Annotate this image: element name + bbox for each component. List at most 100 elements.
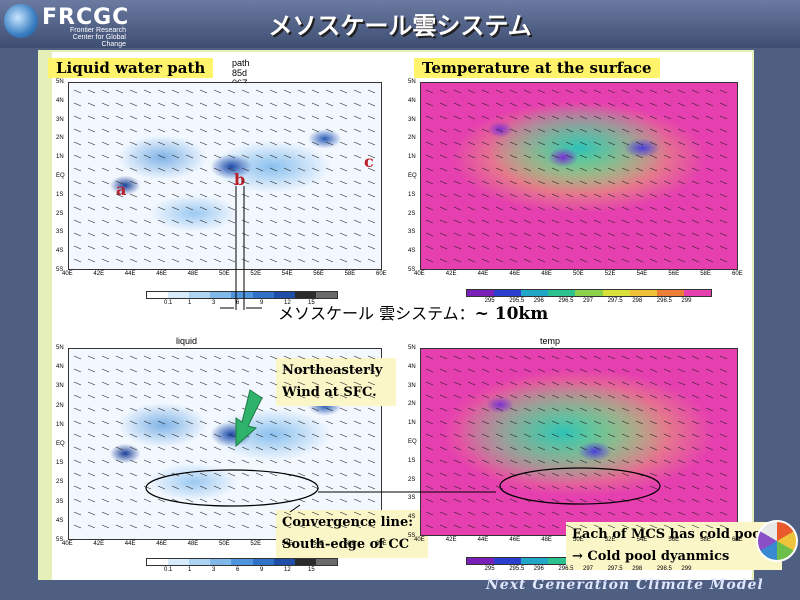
wind-vector (199, 89, 208, 94)
wind-vector (425, 394, 434, 399)
wind-vector (607, 206, 616, 211)
wind-vector (509, 485, 518, 490)
wind-vector (269, 381, 278, 386)
wind-vector (495, 141, 504, 146)
wind-vector (255, 368, 264, 373)
wind-vector (565, 141, 574, 146)
wind-vector (607, 128, 616, 133)
wind-vector (283, 219, 292, 224)
wind-vector (157, 524, 166, 529)
wind-vector (339, 219, 348, 224)
wind-vector (425, 498, 434, 503)
wind-vector (115, 167, 124, 172)
lat-tick-label: 3N (408, 382, 416, 389)
wind-vector (621, 511, 630, 516)
wind-vector (621, 472, 630, 477)
wind-vector (255, 511, 264, 516)
wind-vector (495, 193, 504, 198)
wind-vector (171, 245, 180, 250)
wind-vector (367, 206, 376, 211)
wind-vector (439, 407, 448, 412)
wind-vector (283, 524, 292, 529)
wind-vector (593, 368, 602, 373)
wind-vector (227, 420, 236, 425)
wind-vector (73, 258, 82, 263)
wind-vector (621, 128, 630, 133)
wind-vector (353, 511, 362, 516)
wind-vector (453, 258, 462, 263)
wind-vector (481, 394, 490, 399)
wind-vector (481, 89, 490, 94)
wind-vector (325, 206, 334, 211)
wind-vector (255, 498, 264, 503)
wind-vector (311, 524, 320, 529)
lat-tick-label: 2S (408, 476, 416, 483)
wind-vector (101, 420, 110, 425)
lon-tick-label: 46E (156, 541, 167, 547)
wind-vector (635, 102, 644, 107)
colorbar-tick-label: 3 (212, 567, 216, 573)
wind-vector (719, 141, 728, 146)
wind-vector (171, 368, 180, 373)
wind-vector (339, 433, 348, 438)
wind-vector (115, 446, 124, 451)
lat-tick-label: 5N (56, 79, 64, 85)
wind-vector (705, 381, 714, 386)
wind-vector (453, 245, 462, 250)
wind-vector (129, 381, 138, 386)
wind-vector (495, 245, 504, 250)
wind-vector (171, 154, 180, 159)
wind-vector (579, 498, 588, 503)
wind-vector (509, 459, 518, 464)
wind-vector (199, 420, 208, 425)
wind-vector (367, 89, 376, 94)
wind-vector (283, 167, 292, 172)
wind-vector (339, 258, 348, 263)
wind-vector (311, 459, 320, 464)
wind-vector (157, 154, 166, 159)
wind-vector (565, 89, 574, 94)
wind-vector (255, 206, 264, 211)
wind-vector (185, 446, 194, 451)
wind-vector (593, 180, 602, 185)
wind-vector (621, 115, 630, 120)
wind-vector (565, 524, 574, 529)
wind-vector (311, 219, 320, 224)
wind-vector (467, 381, 476, 386)
wind-vector (311, 193, 320, 198)
wind-vector (509, 258, 518, 263)
wind-vector (551, 498, 560, 503)
wind-vector (649, 258, 658, 263)
wind-vector (185, 472, 194, 477)
wind-vector (719, 433, 728, 438)
wind-vector (227, 511, 236, 516)
wind-vector (143, 219, 152, 224)
wind-vector (425, 115, 434, 120)
wind-vector (73, 128, 82, 133)
wind-vector (593, 511, 602, 516)
wind-vector (677, 245, 686, 250)
wind-vector (719, 206, 728, 211)
wind-vector (297, 524, 306, 529)
wind-vector (621, 459, 630, 464)
wind-vector (353, 407, 362, 412)
lat-tick-label: 4S (408, 248, 416, 255)
wind-vector (481, 219, 490, 224)
wind-vector (453, 154, 462, 159)
wind-vector (297, 232, 306, 237)
callout-temperature-surface: Temperature at the surface (414, 58, 660, 78)
wind-vector (453, 368, 462, 373)
wind-vector (325, 407, 334, 412)
wind-vector (311, 355, 320, 360)
wind-vector (353, 485, 362, 490)
wind-vector (87, 245, 96, 250)
wind-vector (297, 193, 306, 198)
wind-vector (635, 420, 644, 425)
wind-vector (579, 472, 588, 477)
wind-vector (129, 394, 138, 399)
wind-vector (283, 355, 292, 360)
wind-vector (593, 102, 602, 107)
colorbar-tick-label: 6 (236, 300, 240, 306)
wind-vector (495, 89, 504, 94)
wind-vector (367, 167, 376, 172)
